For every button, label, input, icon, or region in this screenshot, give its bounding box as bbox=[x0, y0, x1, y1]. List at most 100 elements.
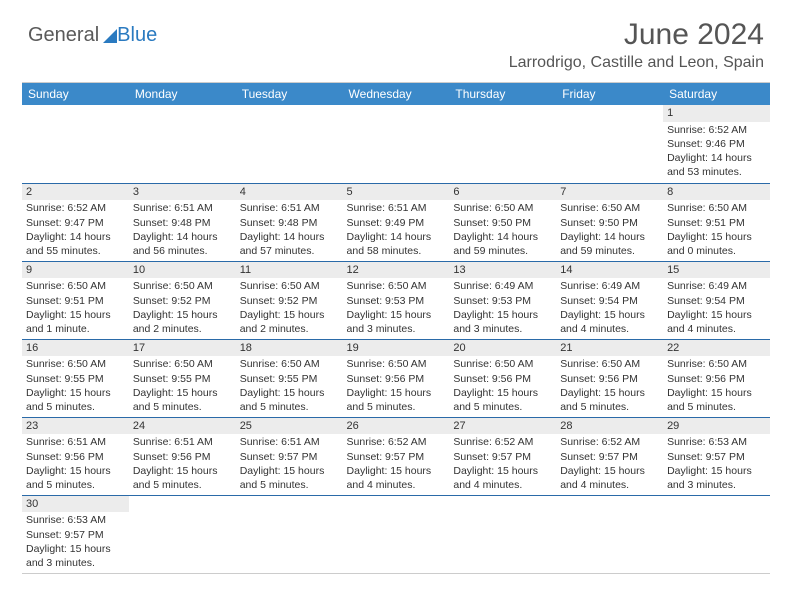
day-ss: Sunset: 9:53 PM bbox=[347, 294, 446, 308]
logo-text-blue: Blue bbox=[117, 24, 157, 47]
day-cell: 26Sunrise: 6:52 AMSunset: 9:57 PMDayligh… bbox=[343, 417, 450, 495]
day-sr: Sunrise: 6:49 AM bbox=[560, 279, 659, 293]
day-d1: Daylight: 15 hours bbox=[453, 464, 552, 478]
day-d1: Daylight: 15 hours bbox=[133, 386, 232, 400]
day-ss: Sunset: 9:55 PM bbox=[26, 372, 125, 386]
day-sr: Sunrise: 6:50 AM bbox=[347, 357, 446, 371]
day-d1: Daylight: 14 hours bbox=[240, 230, 339, 244]
day-body: Sunrise: 6:49 AMSunset: 9:54 PMDaylight:… bbox=[663, 278, 770, 338]
day-d1: Daylight: 14 hours bbox=[560, 230, 659, 244]
day-number: 18 bbox=[236, 340, 343, 357]
day-cell bbox=[556, 105, 663, 183]
day-cell: 27Sunrise: 6:52 AMSunset: 9:57 PMDayligh… bbox=[449, 417, 556, 495]
month-title: June 2024 bbox=[509, 18, 764, 52]
day-cell: 9Sunrise: 6:50 AMSunset: 9:51 PMDaylight… bbox=[22, 261, 129, 339]
day-d2: and 2 minutes. bbox=[240, 322, 339, 336]
day-ss: Sunset: 9:56 PM bbox=[347, 372, 446, 386]
day-d1: Daylight: 15 hours bbox=[133, 464, 232, 478]
day-sr: Sunrise: 6:50 AM bbox=[667, 201, 766, 215]
day-d2: and 3 minutes. bbox=[26, 556, 125, 570]
day-sr: Sunrise: 6:52 AM bbox=[26, 201, 125, 215]
day-ss: Sunset: 9:50 PM bbox=[560, 216, 659, 230]
day-d1: Daylight: 15 hours bbox=[347, 386, 446, 400]
day-sr: Sunrise: 6:49 AM bbox=[453, 279, 552, 293]
day-body: Sunrise: 6:51 AMSunset: 9:56 PMDaylight:… bbox=[129, 434, 236, 494]
day-sr: Sunrise: 6:52 AM bbox=[667, 123, 766, 137]
day-cell bbox=[343, 105, 450, 183]
day-d2: and 53 minutes. bbox=[667, 165, 766, 179]
week-row: 9Sunrise: 6:50 AMSunset: 9:51 PMDaylight… bbox=[22, 261, 770, 339]
day-d2: and 0 minutes. bbox=[667, 244, 766, 258]
day-ss: Sunset: 9:54 PM bbox=[667, 294, 766, 308]
day-d2: and 4 minutes. bbox=[560, 322, 659, 336]
day-body: Sunrise: 6:50 AMSunset: 9:51 PMDaylight:… bbox=[22, 278, 129, 338]
col-thursday: Thursday bbox=[449, 83, 556, 106]
col-tuesday: Tuesday bbox=[236, 83, 343, 106]
day-d1: Daylight: 15 hours bbox=[667, 308, 766, 322]
day-ss: Sunset: 9:48 PM bbox=[240, 216, 339, 230]
day-body: Sunrise: 6:50 AMSunset: 9:55 PMDaylight:… bbox=[129, 356, 236, 416]
day-sr: Sunrise: 6:50 AM bbox=[560, 357, 659, 371]
day-d1: Daylight: 15 hours bbox=[347, 308, 446, 322]
day-ss: Sunset: 9:51 PM bbox=[667, 216, 766, 230]
day-ss: Sunset: 9:52 PM bbox=[240, 294, 339, 308]
day-d2: and 3 minutes. bbox=[347, 322, 446, 336]
day-number: 7 bbox=[556, 184, 663, 201]
day-cell bbox=[663, 495, 770, 573]
day-body: Sunrise: 6:50 AMSunset: 9:52 PMDaylight:… bbox=[236, 278, 343, 338]
day-d2: and 4 minutes. bbox=[453, 478, 552, 492]
day-body: Sunrise: 6:50 AMSunset: 9:53 PMDaylight:… bbox=[343, 278, 450, 338]
day-ss: Sunset: 9:53 PM bbox=[453, 294, 552, 308]
day-ss: Sunset: 9:56 PM bbox=[560, 372, 659, 386]
day-body: Sunrise: 6:50 AMSunset: 9:56 PMDaylight:… bbox=[663, 356, 770, 416]
day-sr: Sunrise: 6:52 AM bbox=[347, 435, 446, 449]
day-d1: Daylight: 15 hours bbox=[667, 464, 766, 478]
day-ss: Sunset: 9:54 PM bbox=[560, 294, 659, 308]
day-body: Sunrise: 6:49 AMSunset: 9:54 PMDaylight:… bbox=[556, 278, 663, 338]
day-cell: 2Sunrise: 6:52 AMSunset: 9:47 PMDaylight… bbox=[22, 183, 129, 261]
day-number: 16 bbox=[22, 340, 129, 357]
day-cell bbox=[343, 495, 450, 573]
day-number: 11 bbox=[236, 262, 343, 279]
day-d1: Daylight: 15 hours bbox=[26, 464, 125, 478]
day-d2: and 4 minutes. bbox=[667, 322, 766, 336]
day-body: Sunrise: 6:52 AMSunset: 9:46 PMDaylight:… bbox=[663, 122, 770, 182]
day-body: Sunrise: 6:51 AMSunset: 9:49 PMDaylight:… bbox=[343, 200, 450, 260]
day-d1: Daylight: 15 hours bbox=[26, 308, 125, 322]
day-sr: Sunrise: 6:53 AM bbox=[26, 513, 125, 527]
day-cell: 21Sunrise: 6:50 AMSunset: 9:56 PMDayligh… bbox=[556, 339, 663, 417]
day-ss: Sunset: 9:56 PM bbox=[453, 372, 552, 386]
day-ss: Sunset: 9:55 PM bbox=[240, 372, 339, 386]
day-d2: and 5 minutes. bbox=[240, 400, 339, 414]
day-number: 26 bbox=[343, 418, 450, 435]
logo-text-general: General bbox=[28, 24, 99, 47]
day-sr: Sunrise: 6:53 AM bbox=[667, 435, 766, 449]
day-cell: 22Sunrise: 6:50 AMSunset: 9:56 PMDayligh… bbox=[663, 339, 770, 417]
day-sr: Sunrise: 6:50 AM bbox=[667, 357, 766, 371]
week-row: 1Sunrise: 6:52 AMSunset: 9:46 PMDaylight… bbox=[22, 105, 770, 183]
day-ss: Sunset: 9:50 PM bbox=[453, 216, 552, 230]
day-d2: and 5 minutes. bbox=[26, 400, 125, 414]
day-cell: 14Sunrise: 6:49 AMSunset: 9:54 PMDayligh… bbox=[556, 261, 663, 339]
day-cell: 15Sunrise: 6:49 AMSunset: 9:54 PMDayligh… bbox=[663, 261, 770, 339]
week-row: 23Sunrise: 6:51 AMSunset: 9:56 PMDayligh… bbox=[22, 417, 770, 495]
day-sr: Sunrise: 6:50 AM bbox=[453, 357, 552, 371]
day-cell: 11Sunrise: 6:50 AMSunset: 9:52 PMDayligh… bbox=[236, 261, 343, 339]
day-cell: 28Sunrise: 6:52 AMSunset: 9:57 PMDayligh… bbox=[556, 417, 663, 495]
day-number: 27 bbox=[449, 418, 556, 435]
day-d2: and 59 minutes. bbox=[560, 244, 659, 258]
day-ss: Sunset: 9:56 PM bbox=[26, 450, 125, 464]
day-sr: Sunrise: 6:50 AM bbox=[560, 201, 659, 215]
day-d2: and 5 minutes. bbox=[26, 478, 125, 492]
col-friday: Friday bbox=[556, 83, 663, 106]
week-row: 16Sunrise: 6:50 AMSunset: 9:55 PMDayligh… bbox=[22, 339, 770, 417]
day-d2: and 3 minutes. bbox=[453, 322, 552, 336]
day-body: Sunrise: 6:50 AMSunset: 9:50 PMDaylight:… bbox=[449, 200, 556, 260]
day-number: 3 bbox=[129, 184, 236, 201]
day-ss: Sunset: 9:57 PM bbox=[240, 450, 339, 464]
day-number: 22 bbox=[663, 340, 770, 357]
day-number: 25 bbox=[236, 418, 343, 435]
day-number: 9 bbox=[22, 262, 129, 279]
day-d1: Daylight: 15 hours bbox=[26, 386, 125, 400]
day-sr: Sunrise: 6:51 AM bbox=[133, 435, 232, 449]
